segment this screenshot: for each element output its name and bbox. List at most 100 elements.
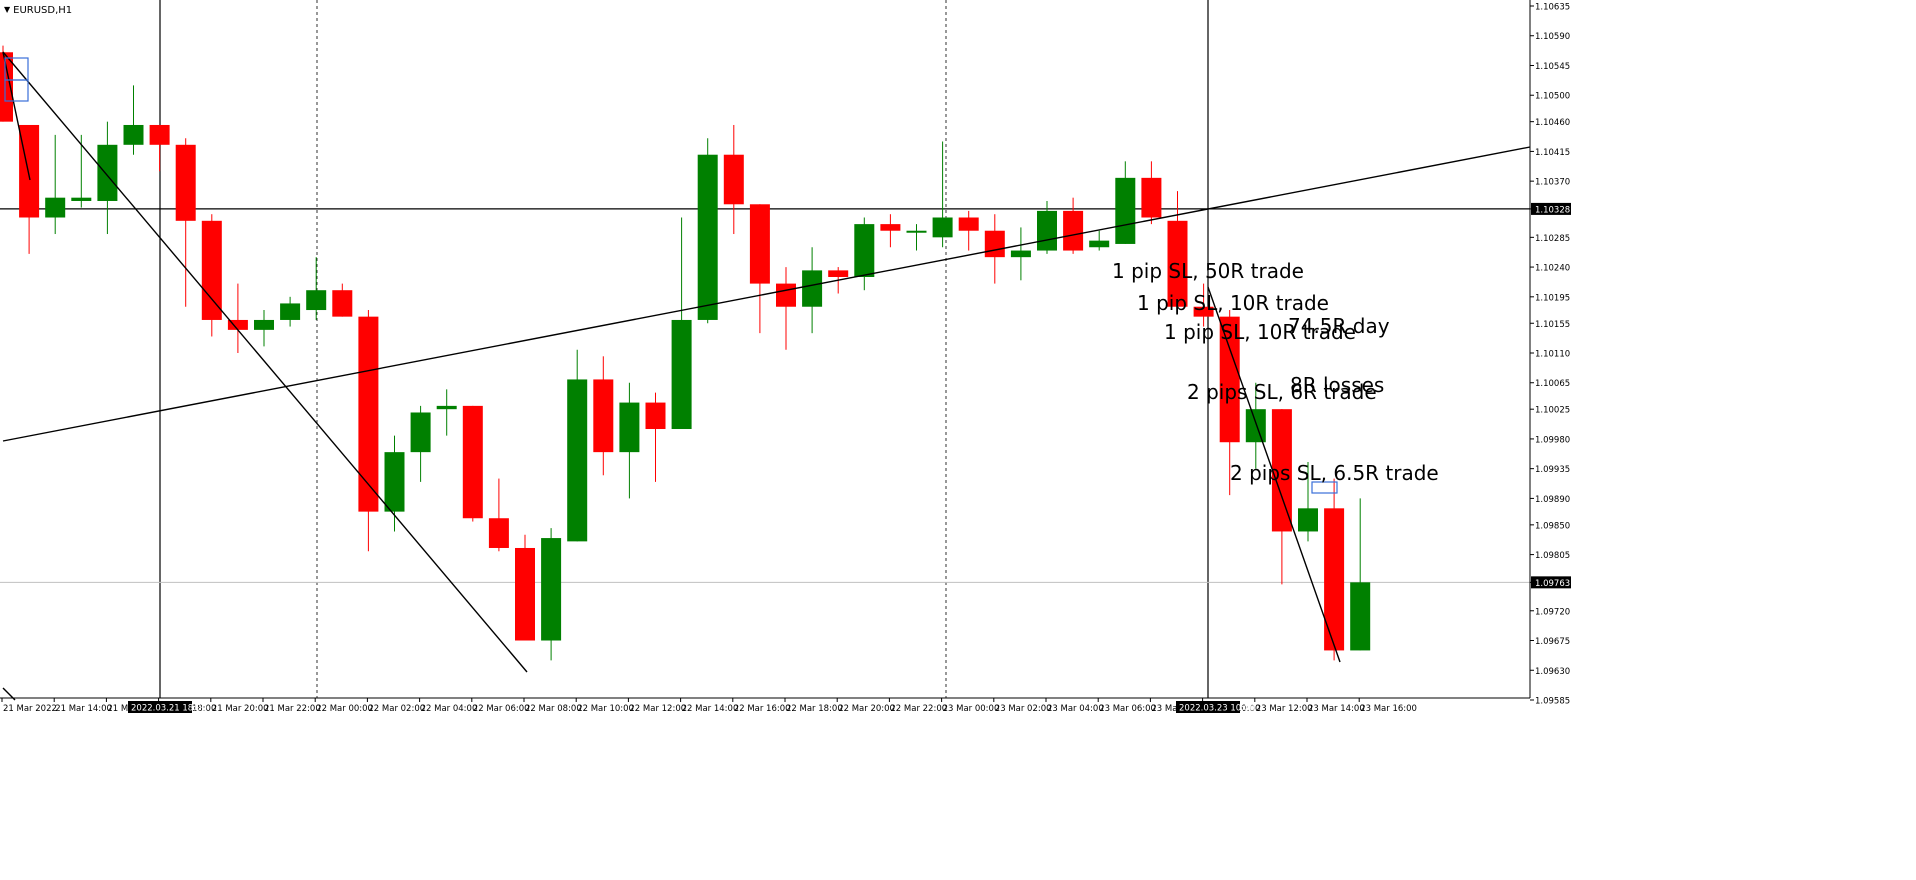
candle <box>254 310 274 347</box>
candle <box>149 124 170 172</box>
price-tick-label: 1.09630 <box>1535 667 1570 677</box>
candle-body <box>201 220 222 320</box>
candle <box>488 478 509 552</box>
candle <box>906 224 927 251</box>
candle-body <box>854 224 875 277</box>
price-tick-label: 1.09585 <box>1535 697 1570 707</box>
candle-body <box>1089 240 1110 248</box>
price-tick-label: 1.10065 <box>1535 379 1570 389</box>
candle <box>1115 161 1136 244</box>
candle <box>71 134 92 208</box>
candle-body <box>1271 409 1292 532</box>
price-tick-label: 1.10025 <box>1535 406 1570 416</box>
candle-body <box>0 52 13 122</box>
candle <box>1167 191 1188 311</box>
time-tick-label: 22 Mar 22:00 <box>890 704 947 714</box>
trend-line <box>2 51 528 673</box>
plot-area[interactable] <box>0 0 1530 698</box>
candle-body <box>175 144 196 221</box>
symbol-label: EURUSD,H1 <box>13 4 73 16</box>
candle <box>567 349 588 542</box>
candle-body <box>1350 582 1371 651</box>
annotation-text: 2 pips SL, 6.5R trade <box>1230 461 1439 485</box>
candle-body <box>828 270 849 277</box>
annotation-text: 1 pip SL, 50R trade <box>1112 259 1304 283</box>
price-label-box <box>1531 202 1571 215</box>
candle <box>697 138 718 324</box>
candle <box>0 45 13 122</box>
candle <box>97 121 118 235</box>
candle-body <box>958 217 979 231</box>
candle-body <box>384 452 405 512</box>
time-tick-label: 22 Mar 16:00 <box>734 704 791 714</box>
trend-line <box>1207 286 1341 663</box>
candle-body <box>619 402 640 453</box>
candle <box>410 405 431 482</box>
time-tick-label: 22 Mar 08:00 <box>525 704 582 714</box>
candle <box>175 138 196 307</box>
candle-body <box>436 405 457 410</box>
price-tick-label: 1.10328 <box>1535 205 1570 215</box>
time-tick-label: 23 Mar 02:00 <box>995 704 1052 714</box>
price-label-box <box>1531 576 1571 589</box>
candle <box>671 217 692 430</box>
candle <box>593 356 614 476</box>
candle <box>1089 230 1110 251</box>
candle <box>1245 382 1266 469</box>
candle-body <box>1010 250 1031 258</box>
annotation-text: 2 pips SL, 6R trade <box>1187 380 1377 404</box>
price-tick-label: 1.10415 <box>1535 148 1570 158</box>
candle <box>1298 462 1318 542</box>
candle <box>436 389 457 436</box>
candle-body <box>71 197 92 201</box>
candle-body <box>358 316 379 512</box>
candle <box>1193 283 1214 327</box>
candle <box>1010 227 1031 281</box>
candle <box>645 392 666 482</box>
price-tick-label: 1.09675 <box>1535 637 1570 647</box>
candle-body <box>462 405 483 519</box>
candle-body <box>149 124 170 145</box>
time-tick-label: 23 Mar 00:00 <box>943 704 1000 714</box>
drawing-layer <box>2 51 1531 701</box>
candle-body <box>1245 409 1266 443</box>
time-tick-label: 22 Mar 12:00 <box>629 704 686 714</box>
symbol-header[interactable]: ▼ EURUSD,H1 <box>4 3 73 17</box>
time-tick-label: 22 Mar 18:00 <box>786 704 843 714</box>
time-marker-label-box <box>128 701 192 713</box>
time-marker-label: 2022.03.21 18:00 <box>131 704 207 714</box>
dropdown-triangle-icon[interactable]: ▼ <box>4 5 11 14</box>
annotation-text: 8R losses <box>1290 373 1384 397</box>
price-tick-label: 1.09763 <box>1535 579 1570 589</box>
candle <box>854 217 875 291</box>
candle <box>1063 197 1084 254</box>
candle-body <box>880 224 901 231</box>
time-tick-label: 23 Mar 04:00 <box>1047 704 1104 714</box>
price-tick-label: 1.09890 <box>1535 495 1570 505</box>
candle-body <box>671 319 692 430</box>
price-tick-label: 1.09805 <box>1535 551 1570 561</box>
candle-body <box>1193 306 1214 317</box>
price-tick-label: 1.10370 <box>1535 178 1570 188</box>
candle <box>123 85 144 155</box>
candle <box>306 257 327 320</box>
candle <box>19 124 40 254</box>
candle-body <box>723 154 744 205</box>
time-tick-label: 21 Mar 2022 <box>3 704 57 714</box>
time-tick-label: 22 Mar 04:00 <box>421 704 478 714</box>
price-tick-label: 1.10155 <box>1535 320 1570 330</box>
candle-body <box>254 319 274 330</box>
axis-layer: 1.10635 1.10590 1.10545 1.10500 1.10460 1.104… <box>0 0 1571 714</box>
candle <box>280 296 301 327</box>
candle <box>332 283 353 317</box>
candle <box>723 124 744 235</box>
trend-line <box>2 146 1531 442</box>
candle-body <box>19 124 40 218</box>
price-tick-label: 1.10285 <box>1535 234 1570 244</box>
candle <box>1324 478 1345 661</box>
candle-body <box>410 412 431 453</box>
time-tick-label: 23 Mar 06:00 <box>1099 704 1156 714</box>
candle <box>45 134 66 235</box>
